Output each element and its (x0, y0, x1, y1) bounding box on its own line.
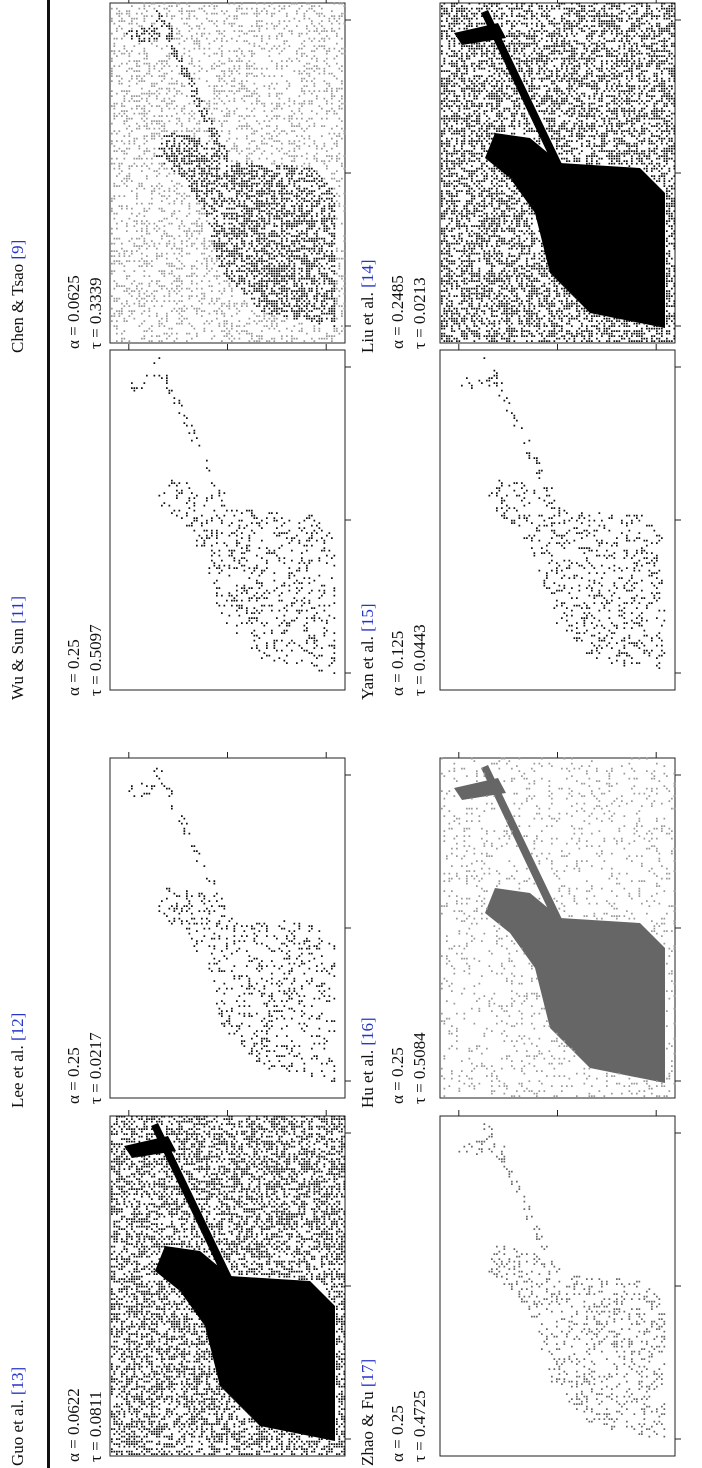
result-image (440, 1116, 675, 1456)
result-image (110, 1116, 345, 1456)
method-label: Liu et al. (358, 292, 377, 353)
result-image (110, 3, 345, 343)
tau-value: τ = 0.4725 (410, 1390, 430, 1462)
tau-value: τ = 0.5097 (86, 624, 106, 696)
method-name: Wu & Sun [11] (8, 596, 28, 700)
citation: [15] (358, 604, 377, 632)
alpha-value: α = 0.25 (388, 1405, 408, 1462)
tau-value: τ = 0.0217 (86, 1032, 106, 1104)
citation: [17] (358, 1359, 377, 1387)
result-image (440, 3, 675, 343)
image-frame (440, 1116, 675, 1456)
method-label: Yan et al. (358, 636, 377, 700)
alpha-value: α = 0.25 (64, 639, 84, 696)
method-name: Guo et al. [13] (8, 1367, 28, 1466)
citation: [9] (8, 240, 27, 260)
citation: [13] (8, 1367, 27, 1395)
method-label: Guo et al. (8, 1399, 27, 1466)
method-name: Liu et al. [14] (358, 260, 378, 353)
result-image (110, 758, 345, 1098)
method-name: Zhao & Fu [17] (358, 1359, 378, 1466)
method-name: Chen & Tsao [9] (8, 240, 28, 353)
result-image (440, 758, 675, 1098)
tau-value: τ = 0.0811 (86, 1391, 106, 1462)
header-rule (47, 0, 50, 1468)
tau-value: τ = 0.0443 (410, 624, 430, 696)
alpha-value: α = 0.2485 (388, 275, 408, 349)
result-image (110, 350, 345, 690)
page: Guo et al. [13] α = 0.0622τ = 0.0811 Lee e… (0, 0, 702, 1468)
citation: [14] (358, 260, 377, 288)
method-name: Yan et al. [15] (358, 604, 378, 701)
citation: [12] (8, 1013, 27, 1041)
alpha-value: α = 0.0622 (64, 1388, 84, 1462)
method-label: Zhao & Fu (358, 1391, 377, 1466)
alpha-value: α = 0.25 (64, 1047, 84, 1104)
rotated-table: Guo et al. [13] α = 0.0622τ = 0.0811 Lee e… (0, 0, 702, 1468)
tau-value: τ = 0.3339 (86, 277, 106, 349)
method-name: Lee et al. [12] (8, 1013, 28, 1108)
tau-value: τ = 0.5084 (410, 1032, 430, 1104)
alpha-value: α = 0.25 (388, 1047, 408, 1104)
tau-value: τ = 0.0213 (410, 277, 430, 349)
method-label: Lee et al. (8, 1045, 27, 1108)
citation: [16] (358, 1017, 377, 1045)
alpha-value: α = 0.0625 (64, 275, 84, 349)
citation: [11] (8, 596, 27, 624)
method-label: Hu et al. (358, 1050, 377, 1108)
method-label: Wu & Sun (8, 628, 27, 700)
method-name: Hu et al. [16] (358, 1017, 378, 1108)
method-label: Chen & Tsao (8, 264, 27, 353)
result-image (440, 350, 675, 690)
alpha-value: α = 0.125 (388, 631, 408, 696)
